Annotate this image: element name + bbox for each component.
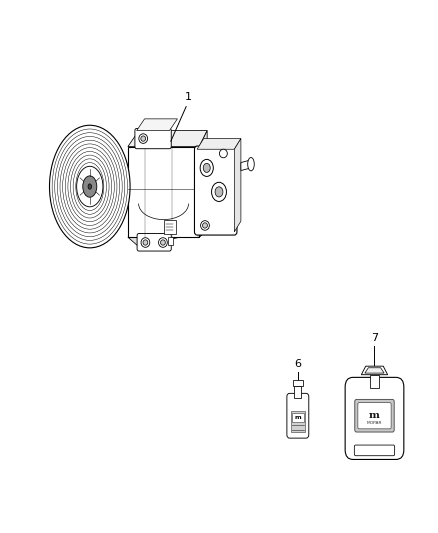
FancyBboxPatch shape xyxy=(355,399,394,432)
FancyBboxPatch shape xyxy=(135,128,171,149)
Text: 1: 1 xyxy=(184,92,191,102)
Ellipse shape xyxy=(160,240,166,245)
Polygon shape xyxy=(361,366,388,375)
Bar xyxy=(294,386,301,398)
Polygon shape xyxy=(234,139,241,232)
FancyBboxPatch shape xyxy=(287,393,309,438)
FancyBboxPatch shape xyxy=(194,146,237,235)
Ellipse shape xyxy=(77,166,103,207)
Bar xyxy=(293,380,303,386)
Ellipse shape xyxy=(143,240,148,245)
Text: m: m xyxy=(294,415,301,420)
Ellipse shape xyxy=(141,238,150,247)
Bar xyxy=(370,375,379,388)
Ellipse shape xyxy=(215,187,223,197)
Ellipse shape xyxy=(200,159,213,176)
Bar xyxy=(292,413,304,422)
Text: 7: 7 xyxy=(371,333,378,343)
Polygon shape xyxy=(365,368,384,373)
Polygon shape xyxy=(128,131,207,147)
Ellipse shape xyxy=(219,149,227,158)
Ellipse shape xyxy=(49,125,130,248)
Bar xyxy=(291,411,305,432)
Polygon shape xyxy=(128,231,207,247)
Ellipse shape xyxy=(248,158,254,171)
Text: 6: 6 xyxy=(294,359,301,369)
Ellipse shape xyxy=(83,176,97,197)
FancyBboxPatch shape xyxy=(128,147,199,237)
FancyBboxPatch shape xyxy=(164,220,176,234)
Ellipse shape xyxy=(212,182,226,201)
Text: MOPAR: MOPAR xyxy=(367,421,382,425)
Polygon shape xyxy=(137,119,177,131)
Polygon shape xyxy=(197,139,241,149)
Ellipse shape xyxy=(201,221,209,230)
Ellipse shape xyxy=(203,163,210,173)
Text: m: m xyxy=(369,411,380,419)
Ellipse shape xyxy=(139,134,148,143)
Bar xyxy=(168,237,173,245)
Ellipse shape xyxy=(88,184,92,189)
FancyBboxPatch shape xyxy=(137,233,171,251)
FancyBboxPatch shape xyxy=(358,402,391,429)
Polygon shape xyxy=(241,160,251,171)
Ellipse shape xyxy=(202,223,207,228)
FancyBboxPatch shape xyxy=(345,377,404,459)
Ellipse shape xyxy=(141,136,145,141)
Polygon shape xyxy=(199,131,207,237)
Ellipse shape xyxy=(159,238,167,247)
FancyBboxPatch shape xyxy=(354,445,395,456)
